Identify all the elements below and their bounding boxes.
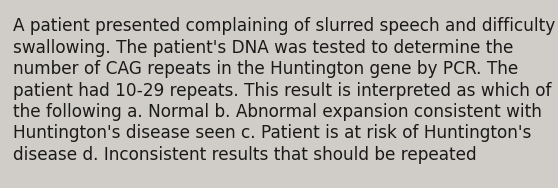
Text: A patient presented complaining of slurred speech and difficulty: A patient presented complaining of slurr… <box>13 17 555 35</box>
Text: number of CAG repeats in the Huntington gene by PCR. The: number of CAG repeats in the Huntington … <box>13 60 518 78</box>
Text: Huntington's disease seen c. Patient is at risk of Huntington's: Huntington's disease seen c. Patient is … <box>13 124 531 143</box>
Text: disease d. Inconsistent results that should be repeated: disease d. Inconsistent results that sho… <box>13 146 477 164</box>
Text: swallowing. The patient's DNA was tested to determine the: swallowing. The patient's DNA was tested… <box>13 39 513 57</box>
Text: the following a. Normal b. Abnormal expansion consistent with: the following a. Normal b. Abnormal expa… <box>13 103 542 121</box>
Text: patient had 10-29 repeats. This result is interpreted as which of: patient had 10-29 repeats. This result i… <box>13 82 551 99</box>
